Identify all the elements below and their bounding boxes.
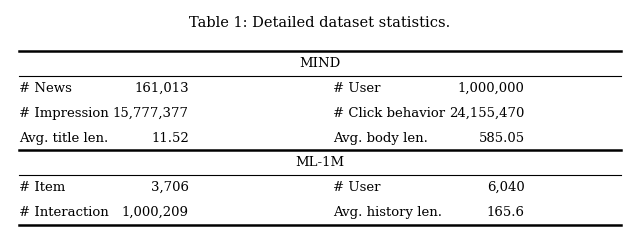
Text: # User: # User — [333, 181, 380, 194]
Text: MIND: MIND — [300, 57, 340, 70]
Text: # Impression: # Impression — [19, 107, 109, 120]
Text: 1,000,209: 1,000,209 — [122, 206, 189, 219]
Text: ML-1M: ML-1M — [296, 156, 344, 169]
Text: Table 1: Detailed dataset statistics.: Table 1: Detailed dataset statistics. — [189, 16, 451, 30]
Text: # Click behavior: # Click behavior — [333, 107, 445, 120]
Text: # News: # News — [19, 82, 72, 95]
Text: # User: # User — [333, 82, 380, 95]
Text: 161,013: 161,013 — [134, 82, 189, 95]
Text: 24,155,470: 24,155,470 — [449, 107, 525, 120]
Text: # Item: # Item — [19, 181, 65, 194]
Text: # Interaction: # Interaction — [19, 206, 109, 219]
Text: Avg. body len.: Avg. body len. — [333, 132, 428, 145]
Text: 3,706: 3,706 — [151, 181, 189, 194]
Text: 1,000,000: 1,000,000 — [458, 82, 525, 95]
Text: Avg. history len.: Avg. history len. — [333, 206, 442, 219]
Text: 11.52: 11.52 — [151, 132, 189, 145]
Text: 585.05: 585.05 — [479, 132, 525, 145]
Text: Avg. title len.: Avg. title len. — [19, 132, 108, 145]
Text: 165.6: 165.6 — [487, 206, 525, 219]
Text: 15,777,377: 15,777,377 — [113, 107, 189, 120]
Text: 6,040: 6,040 — [487, 181, 525, 194]
